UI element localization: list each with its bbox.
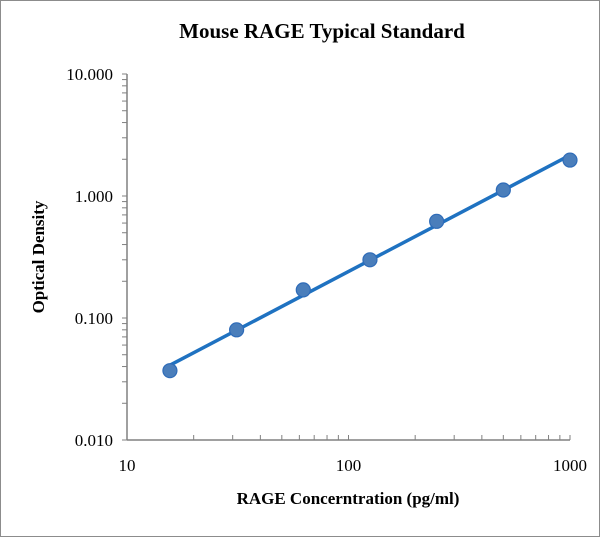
y-tick-label: 10.000	[66, 65, 113, 84]
data-point	[229, 322, 245, 338]
data-point	[562, 152, 578, 168]
data-points	[162, 152, 578, 379]
x-axis-title: RAGE Concerntration (pg/ml)	[237, 489, 460, 508]
y-tick-label: 0.010	[75, 431, 113, 450]
y-tick-label: 0.100	[75, 309, 113, 328]
chart-title: Mouse RAGE Typical Standard	[179, 19, 465, 43]
y-tick-label: 1.000	[75, 187, 113, 206]
data-point	[429, 213, 445, 229]
y-axis-title: Optical Density	[29, 200, 48, 313]
data-point	[495, 182, 511, 198]
tick-labels: 0.010 0.100 1.000 10.000 10 100 1000	[66, 65, 587, 475]
data-point	[362, 252, 378, 268]
x-tick-label: 1000	[553, 456, 587, 475]
data-point	[162, 363, 178, 379]
data-point	[295, 282, 311, 298]
x-tick-label: 100	[336, 456, 362, 475]
axes	[122, 73, 571, 441]
x-tick-label: 10	[119, 456, 136, 475]
